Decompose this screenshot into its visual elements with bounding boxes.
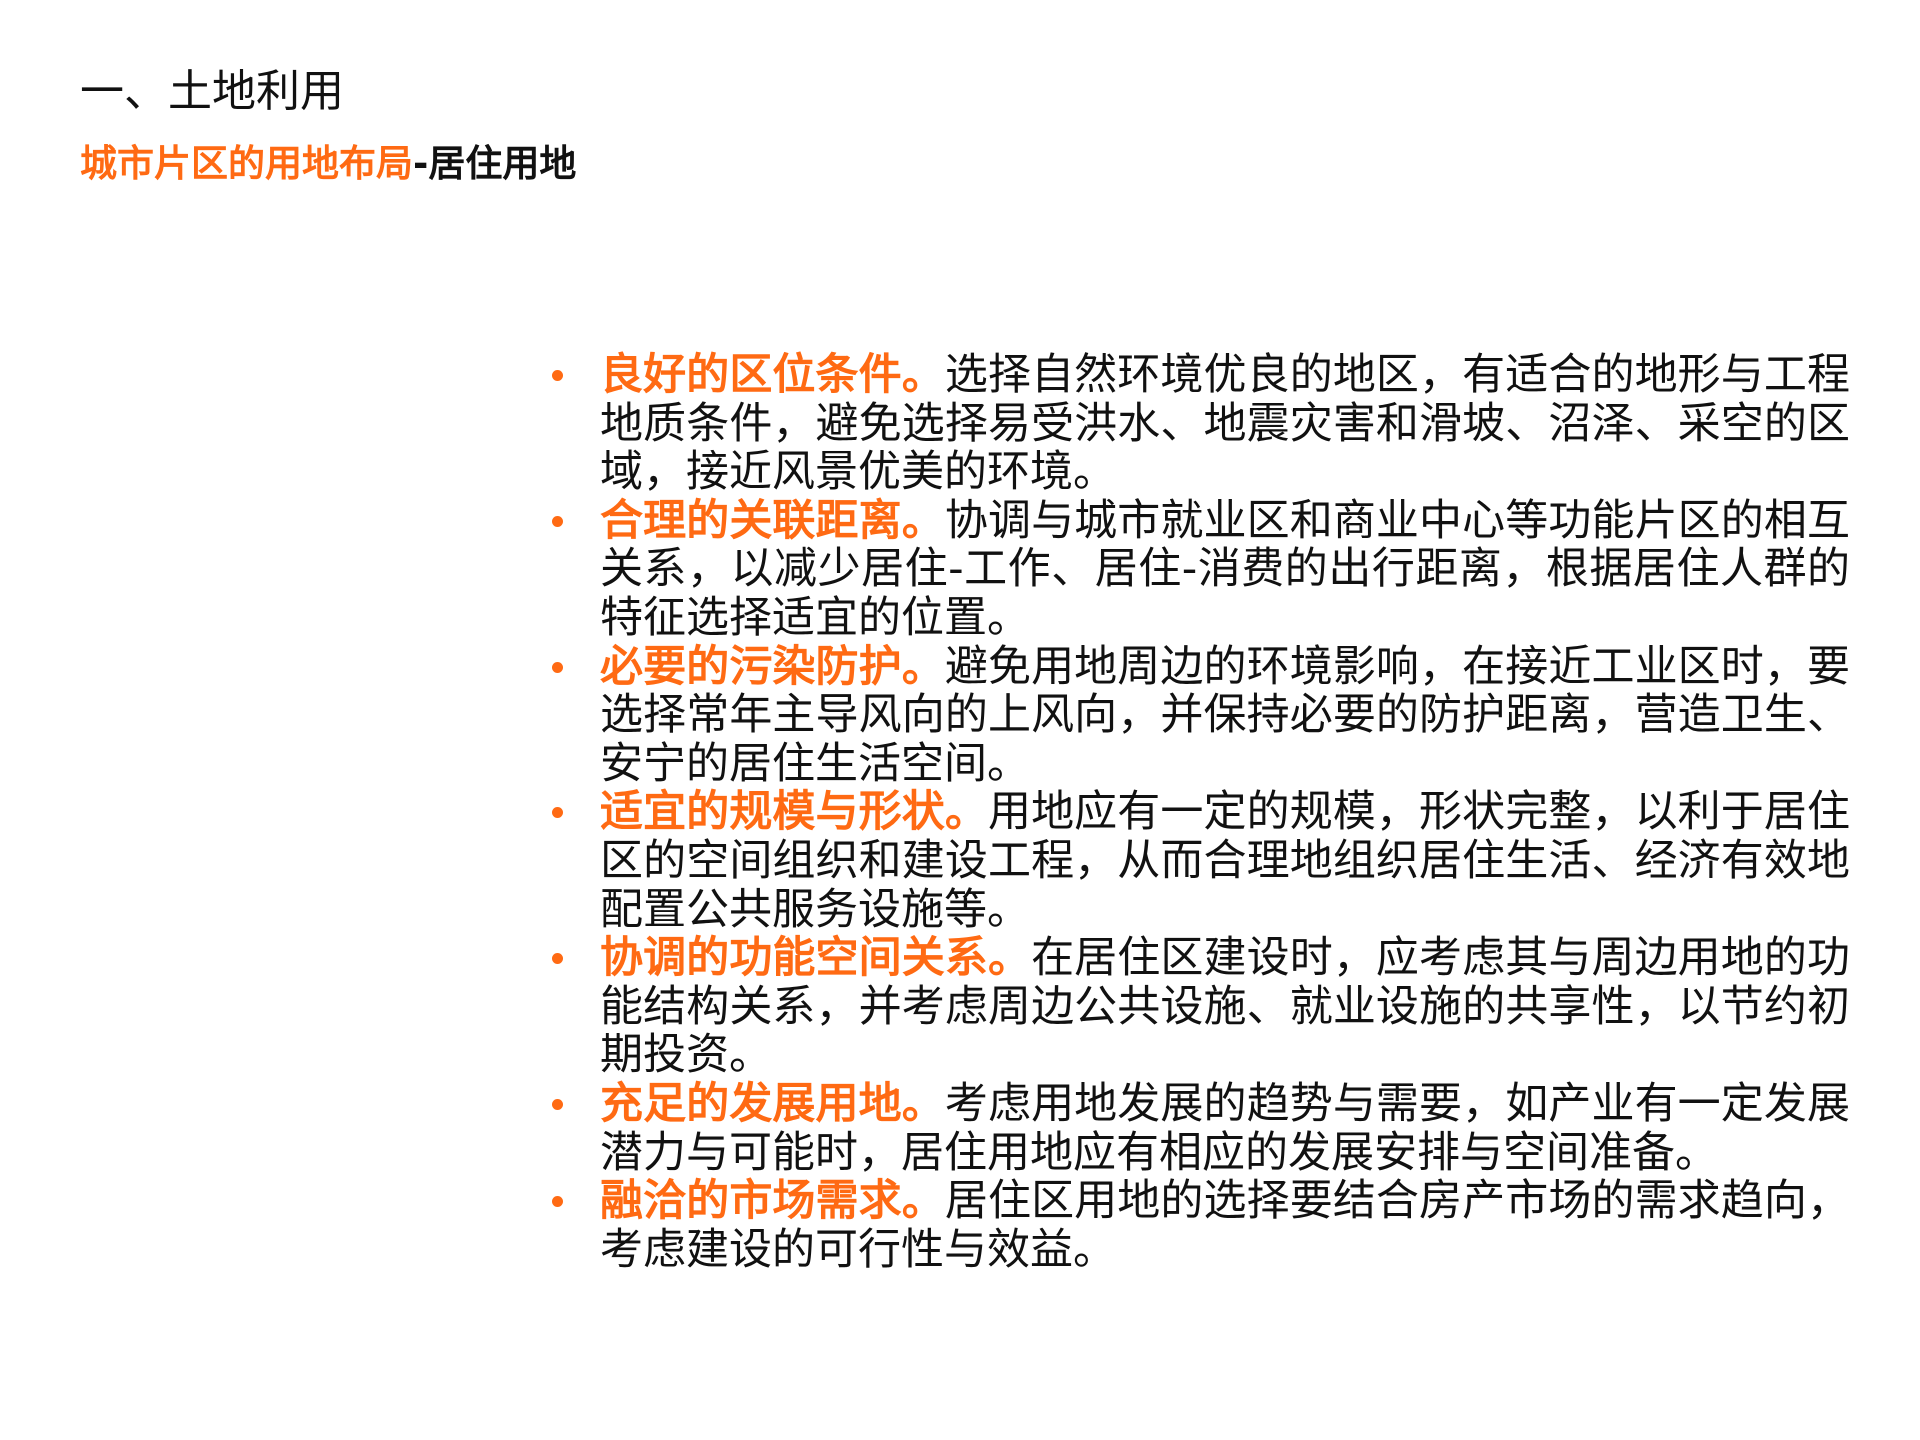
section-title: 一、土地利用 <box>80 66 344 117</box>
item-heading: 协调的功能空间关系。 <box>600 933 1032 984</box>
item-text: 考虑建设的可行性与效益。 <box>600 1224 1116 1275</box>
text-line: 配置公共服务设施等。 <box>600 884 1850 935</box>
item-text: 协调与城市就业区和商业中心等功能片区的相互 <box>944 495 1851 546</box>
bullet-icon <box>552 370 563 381</box>
item-text: 考虑用地发展的趋势与需要，如产业有一定发展 <box>944 1078 1851 1129</box>
bullet-icon <box>552 515 563 527</box>
text-line: 适宜的规模与形状。用地应有一定的规模，形状完整，以利于居住 <box>600 788 1850 837</box>
item-text: 在居住区建设时，应考虑其与周边用地的功 <box>1031 933 1851 984</box>
text-line: 融洽的市场需求。居住区用地的选择要结合房产市场的需求趋向， <box>600 1177 1850 1226</box>
item-text: 潜力与可能时，居住用地应有相应的发展安排与空间准备。 <box>600 1127 1718 1178</box>
text-line: 必要的污染防护。避免用地周边的环境影响，在接近工业区时，要 <box>600 641 1851 692</box>
subtitle-accent: 城市片区的用地布局 <box>80 142 413 185</box>
list-item: 充足的发展用地。考虑用地发展的趋势与需要，如产业有一定发展 潜力与可能时，居住用地… <box>552 1080 1852 1177</box>
bullet-icon <box>552 1196 563 1208</box>
text-line: 充足的发展用地。考虑用地发展的趋势与需要，如产业有一定发展 <box>600 1080 1850 1129</box>
criteria-list: 良好的区位条件。选择自然环境优良的地区，有适合的地形与工程 地质条件，避免选择易受… <box>552 351 1852 1274</box>
text-line: 合理的关联距离。协调与城市就业区和商业中心等功能片区的相互 <box>600 495 1851 546</box>
item-heading: 融洽的市场需求。 <box>600 1176 945 1227</box>
item-text: 安宁的居住生活空间。 <box>600 738 1030 789</box>
bullet-icon <box>552 953 563 965</box>
item-text: 地质条件，避免选择易受洪水、地震灾害和滑坡、沼泽、采空的区 <box>600 398 1850 449</box>
list-item: 融洽的市场需求。居住区用地的选择要结合房产市场的需求趋向， 考虑建设的可行性与效益… <box>552 1177 1852 1274</box>
list-item: 适宜的规模与形状。用地应有一定的规模，形状完整，以利于居住 区的空间组织和建设工程… <box>552 788 1852 934</box>
item-heading: 适宜的规模与形状。 <box>600 787 988 838</box>
text-line: 选择常年主导风向的上风向，并保持必要的防护距离，营造卫生、 <box>600 691 1850 740</box>
slide-subtitle: 城市片区的用地布局-居住用地 <box>80 140 576 188</box>
item-text: 避免用地周边的环境影响，在接近工业区时，要 <box>944 641 1851 692</box>
item-text: 特征选择适宜的位置。 <box>600 592 1030 643</box>
item-heading: 良好的区位条件。 <box>600 350 945 400</box>
bullet-icon <box>552 661 563 673</box>
item-text: 区的空间组织和建设工程，从而合理地组织居住生活、经济有效地 <box>600 835 1850 886</box>
item-text: 居住区用地的选择要结合房产市场的需求趋向， <box>944 1176 1851 1227</box>
bullet-icon <box>552 1098 563 1110</box>
text-line: 安宁的居住生活空间。 <box>600 738 1850 789</box>
text-line: 能结构关系，并考虑周边公共设施、就业设施的共享性，以节约初 <box>600 981 1850 1032</box>
item-text: 能结构关系，并考虑周边公共设施、就业设施的共享性，以节约初 <box>600 981 1850 1032</box>
text-line: 域，接近风景优美的环境。 <box>600 448 1850 497</box>
item-heading: 必要的污染防护。 <box>600 641 945 692</box>
text-line: 区的空间组织和建设工程，从而合理地组织居住生活、经济有效地 <box>600 837 1850 886</box>
text-line: 协调的功能空间关系。在居住区建设时，应考虑其与周边用地的功 <box>600 934 1850 983</box>
subtitle-rest: -居住用地 <box>413 142 577 185</box>
text-line: 良好的区位条件。选择自然环境优良的地区，有适合的地形与工程 <box>600 351 1850 400</box>
item-text: 关系，以减少居住-工作、居住-消费的出行距离，根据居住人群的 <box>600 544 1850 595</box>
item-heading: 合理的关联距离。 <box>600 495 945 546</box>
text-line: 关系，以减少居住-工作、居住-消费的出行距离，根据居住人群的 <box>600 545 1850 594</box>
text-line: 潜力与可能时，居住用地应有相应的发展安排与空间准备。 <box>600 1127 1850 1178</box>
list-item: 必要的污染防护。避免用地周边的环境影响，在接近工业区时，要 选择常年主导风向的上风… <box>552 641 1852 789</box>
item-text: 选择自然环境优良的地区，有适合的地形与工程 <box>944 350 1851 400</box>
item-text: 用地应有一定的规模，形状完整，以利于居住 <box>987 787 1851 838</box>
text-line: 考虑建设的可行性与效益。 <box>600 1224 1850 1275</box>
list-item: 协调的功能空间关系。在居住区建设时，应考虑其与周边用地的功 能结构关系，并考虑周边… <box>552 934 1852 1080</box>
item-heading: 充足的发展用地。 <box>600 1078 945 1129</box>
list-item: 良好的区位条件。选择自然环境优良的地区，有适合的地形与工程 地质条件，避免选择易受… <box>552 351 1852 497</box>
text-line: 特征选择适宜的位置。 <box>600 594 1850 643</box>
item-text: 期投资。 <box>600 1030 772 1081</box>
item-text: 域，接近风景优美的环境。 <box>600 447 1116 498</box>
item-text: 选择常年主导风向的上风向，并保持必要的防护距离，营造卫生、 <box>600 690 1850 741</box>
bullet-icon <box>552 807 563 819</box>
text-line: 地质条件，避免选择易受洪水、地震灾害和滑坡、沼泽、采空的区 <box>600 398 1850 449</box>
list-item: 合理的关联距离。协调与城市就业区和商业中心等功能片区的相互 关系，以减少居住-工作… <box>552 495 1852 643</box>
item-text: 配置公共服务设施等。 <box>600 884 1030 935</box>
text-line: 期投资。 <box>600 1031 1850 1080</box>
